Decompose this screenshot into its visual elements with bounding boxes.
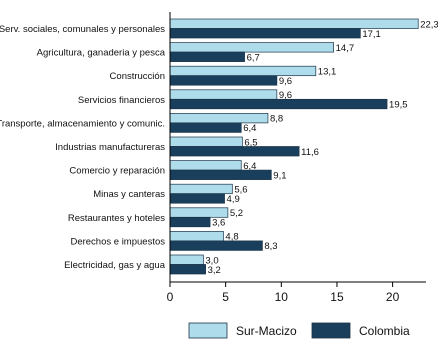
bar-colombia [169,193,225,204]
bar-colombia [169,146,300,157]
x-tick-label: 10 [275,290,289,304]
legend-label-sur-macizo: Sur-Macizo [236,324,297,338]
category-label: Agricultura, ganaderia y pesca [37,48,166,59]
category-label: Restaurantes y hoteles [68,213,165,224]
category-label: Comercio y reparación [69,166,165,177]
x-ticks: 0 5 10 15 20 [167,282,400,304]
value-label: 6,5 [244,137,257,148]
category-label: Serv. sociales, comunales y personales [0,24,165,35]
x-tick-label: 5 [222,290,229,304]
legend-swatch-sur-macizo [188,322,228,339]
category-label: Industrias manufactureras [55,142,165,153]
bar-sur-macizo [169,231,224,242]
bar-sur-macizo [169,136,243,147]
bar-sur-macizo [169,18,419,29]
bar-colombia [169,240,263,251]
bar-sur-macizo [169,65,317,77]
value-label: 3,6 [212,218,225,229]
legend-swatch-colombia [311,322,351,339]
value-label: 4,8 [225,232,238,243]
legend-label-colombia: Colombia [359,324,410,338]
category-label: Transporte, almacenamiento y comunic. [0,118,165,129]
value-label: 6,4 [243,161,256,172]
value-label: 22,3 [420,19,438,30]
value-label: 6,4 [243,123,256,134]
value-label: 4,9 [227,194,240,205]
bar-sur-macizo [169,42,334,53]
value-label: 13,1 [318,66,337,77]
value-label: 19,5 [389,100,408,111]
bar-colombia [169,122,242,133]
value-label: 11,6 [301,147,319,158]
legend: Sur-Macizo Colombia [188,322,410,339]
bar-sur-macizo [169,89,278,100]
value-label: 9,6 [279,90,292,101]
bar-colombia [169,216,211,228]
bar-colombia [169,75,278,86]
bar-sur-macizo [169,207,229,218]
category-label: Derechos e impuestos [70,236,165,247]
axes [169,12,426,283]
value-label: 3,2 [208,265,221,276]
value-label: 8,8 [270,114,283,125]
bar-sur-macizo [169,113,269,124]
category-label: Servicios financieros [78,95,165,106]
bar-colombia [169,28,361,39]
value-label: 14,7 [336,43,355,54]
bar-sur-macizo [169,183,233,195]
x-tick-label: 20 [386,290,400,304]
category-label: Minas y canteras [93,189,165,200]
bar-colombia [169,51,245,62]
value-label: 5,6 [234,184,247,195]
value-labels: 22,3 17,1 14,7 6,7 13,1 9,6 9,6 19,5 8,8 6,4 6,5 11… [205,19,438,276]
value-label: 17,1 [362,29,381,40]
bar-colombia [169,264,206,275]
x-tick-label: 0 [167,290,174,304]
value-label: 9,6 [279,76,292,87]
value-label: 8,3 [264,241,277,252]
bars [169,18,419,275]
category-labels: Serv. sociales, comunales y personales Ag… [0,24,166,271]
value-label: 3,0 [205,255,218,266]
bar-sur-macizo [169,254,204,265]
value-label: 5,2 [230,208,243,219]
category-label: Electricidad, gas y agua [64,260,166,271]
category-label: Construcción [110,71,165,82]
bar-sur-macizo [169,160,242,171]
value-label: 9,1 [273,170,286,181]
value-label: 6,7 [247,52,260,63]
x-tick-label: 15 [330,290,344,304]
